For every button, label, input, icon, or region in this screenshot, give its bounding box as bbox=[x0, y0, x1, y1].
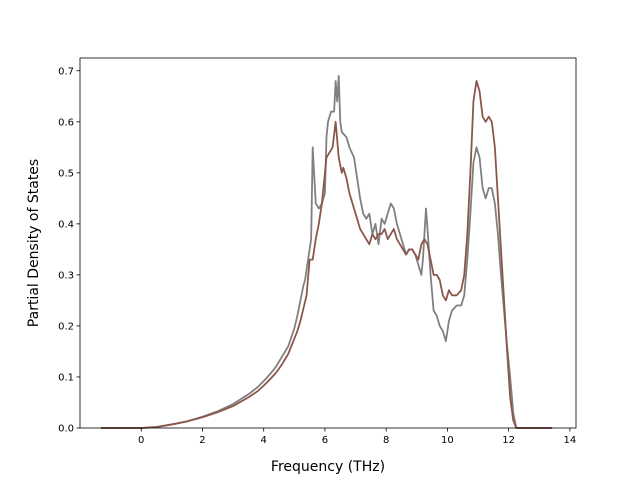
x-tick-label: 2 bbox=[199, 435, 205, 446]
x-axis: 0 2 4 6 8 10 12 14 bbox=[138, 428, 576, 446]
x-tick-label: 10 bbox=[441, 435, 454, 446]
series-line-1 bbox=[100, 74, 553, 429]
y-tick-label: 0.5 bbox=[58, 168, 74, 179]
y-tick-label: 0.4 bbox=[58, 219, 74, 230]
plot-frame bbox=[79, 57, 577, 429]
series-layer bbox=[100, 74, 553, 429]
y-axis: 0.0 0.1 0.2 0.3 0.4 0.5 0.6 0.7 bbox=[58, 66, 80, 435]
x-tick-label: 6 bbox=[322, 435, 328, 446]
x-tick-label: 0 bbox=[138, 435, 144, 446]
y-axis-label: Partial Density of States bbox=[26, 159, 42, 327]
y-tick-label: 0.1 bbox=[58, 373, 74, 384]
series-line-2 bbox=[100, 80, 553, 429]
x-tick-label: 12 bbox=[502, 435, 515, 446]
y-tick-label: 0.0 bbox=[58, 424, 74, 435]
x-tick-label: 14 bbox=[564, 435, 577, 446]
y-tick-label: 0.6 bbox=[58, 117, 74, 128]
x-tick-label: 4 bbox=[261, 435, 267, 446]
x-axis-label: Frequency (THz) bbox=[271, 459, 385, 475]
y-tick-label: 0.3 bbox=[58, 270, 74, 281]
y-tick-label: 0.2 bbox=[58, 322, 74, 333]
y-tick-label: 0.7 bbox=[58, 66, 74, 77]
x-tick-label: 8 bbox=[383, 435, 389, 446]
